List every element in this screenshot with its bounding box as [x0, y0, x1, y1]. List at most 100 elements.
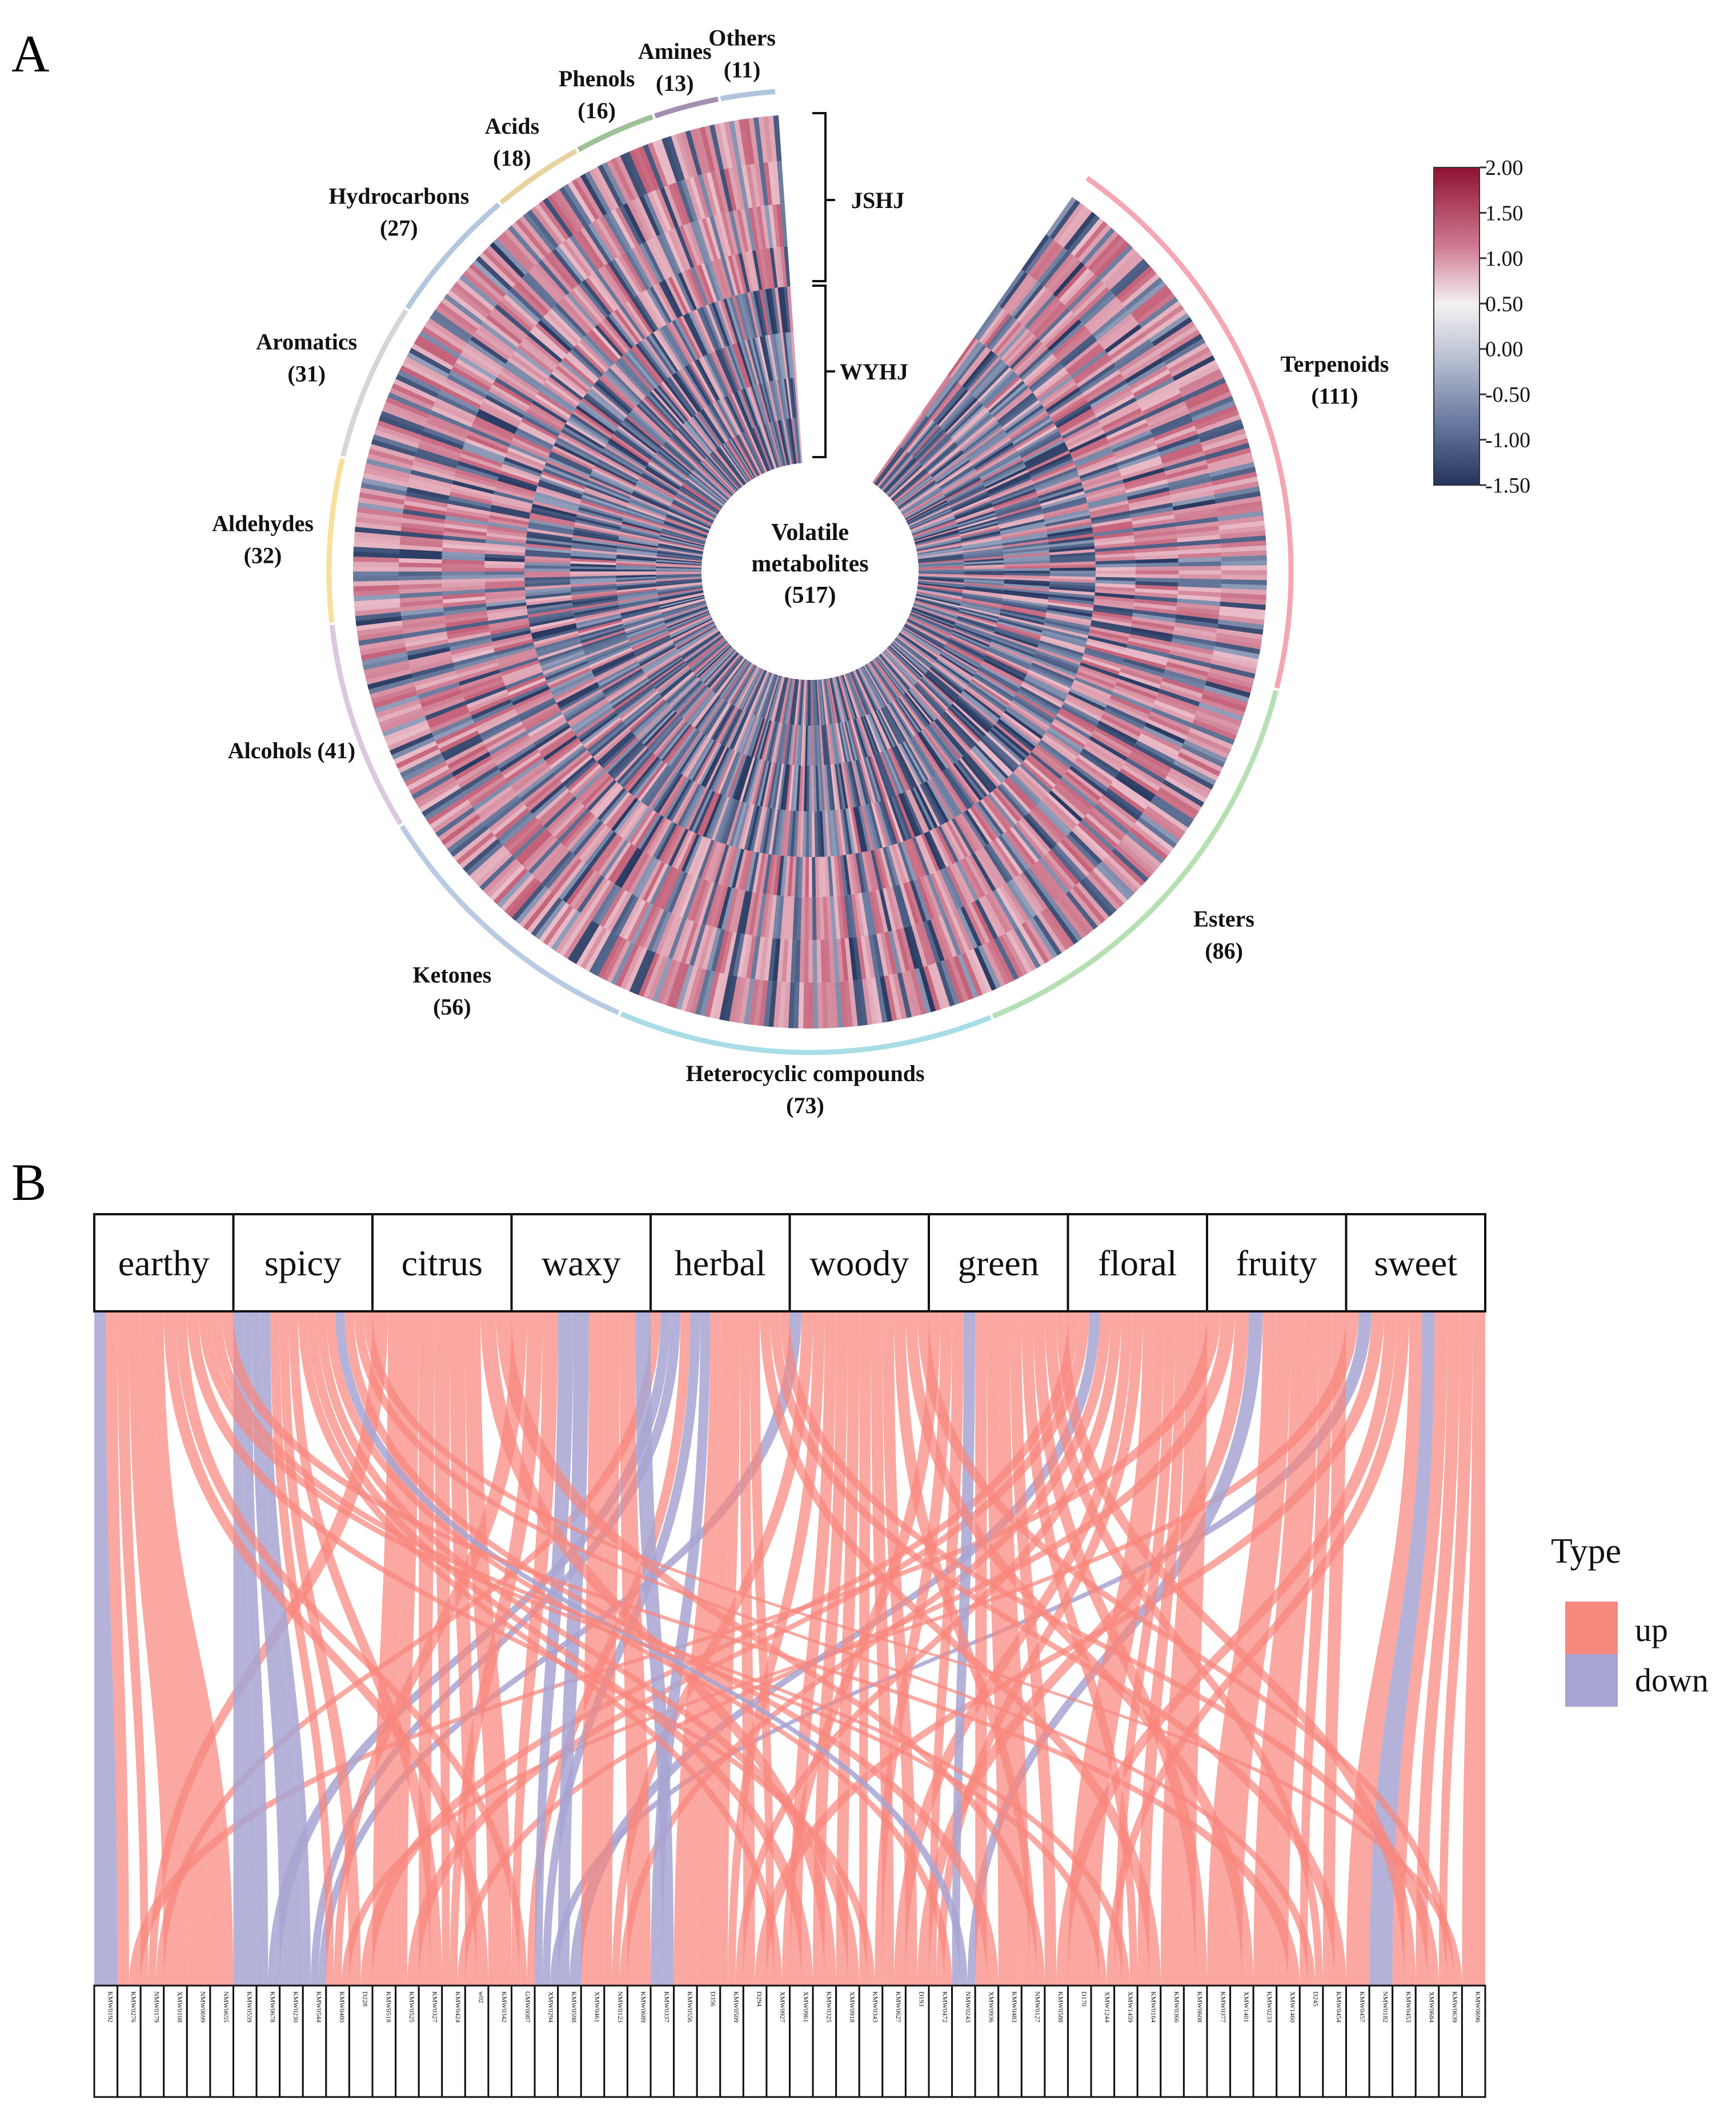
heatmap-cell	[1011, 699, 1052, 727]
heatmap-cell	[1120, 668, 1162, 686]
heatmap-cell	[993, 494, 1038, 511]
heatmap-cell	[848, 937, 858, 981]
heatmap-cell	[887, 749, 908, 792]
heatmap-cell	[963, 754, 995, 792]
heatmap-cell	[1123, 834, 1162, 868]
heatmap-cell	[863, 666, 887, 707]
heatmap-cell	[876, 801, 892, 846]
heatmap-cell	[851, 894, 861, 937]
heatmap-cell	[914, 529, 959, 543]
heatmap-cell	[1048, 599, 1094, 609]
heatmap-cell	[1089, 736, 1128, 762]
heatmap-cell	[940, 771, 968, 812]
heatmap-cell	[1050, 570, 1096, 574]
heatmap-cell	[989, 841, 1017, 879]
heatmap-cell	[1084, 297, 1120, 329]
heatmap-cell	[1023, 439, 1065, 463]
heatmap-cell	[1024, 237, 1054, 275]
heatmap-cell	[1035, 305, 1068, 339]
heatmap-cell	[955, 699, 991, 731]
heatmap-cell	[1025, 674, 1068, 697]
heatmap-cell	[919, 569, 965, 571]
heatmap-cell	[1047, 602, 1093, 611]
heatmap-cell	[950, 634, 988, 653]
heatmap-cell	[1090, 623, 1130, 634]
heatmap-cell	[1029, 299, 1063, 334]
heatmap-cell	[1034, 470, 1079, 489]
heatmap-cell	[1102, 858, 1138, 894]
heatmap-cell	[939, 715, 971, 751]
heatmap-cell	[890, 467, 925, 499]
heatmap-cell	[988, 647, 1031, 668]
heatmap-cell	[907, 618, 949, 639]
heatmap-cell	[880, 454, 912, 490]
heatmap-cell	[925, 378, 955, 417]
heatmap-cell	[843, 762, 853, 808]
heatmap-cell	[1193, 405, 1238, 426]
heatmap-cell	[990, 641, 1034, 661]
heatmap-cell	[800, 725, 805, 766]
heatmap-cell	[938, 391, 971, 427]
heatmap-cell	[802, 679, 806, 726]
heatmap-cell	[1041, 737, 1076, 763]
heatmap-cell	[913, 685, 942, 716]
heatmap-cell	[1006, 777, 1037, 809]
heatmap-cell	[1004, 583, 1050, 590]
heatmap-cell	[995, 787, 1024, 821]
heatmap-cell	[1214, 486, 1260, 500]
heatmap-cell	[1046, 197, 1077, 238]
heatmap-cell	[1041, 855, 1073, 891]
heatmap-cell	[917, 551, 963, 558]
heatmap-cell	[847, 673, 865, 717]
compound-label: KMW0678	[268, 1991, 276, 2023]
heatmap-cell	[987, 472, 1030, 493]
heatmap-cell	[1170, 486, 1213, 499]
heatmap-cell	[911, 514, 954, 532]
heatmap-cell	[873, 446, 901, 484]
heatmap-cell	[977, 945, 1001, 989]
heatmap-cell	[951, 631, 989, 649]
heatmap-cell	[1175, 517, 1218, 527]
compound-label: KMW0608	[1196, 1991, 1204, 2023]
heatmap-cell	[852, 980, 863, 1026]
heatmap-cell	[916, 590, 962, 600]
heatmap-cell	[999, 395, 1037, 426]
heatmap-cell	[1040, 910, 1071, 951]
heatmap-cell	[1082, 876, 1117, 914]
heatmap-cell	[855, 806, 868, 852]
heatmap-cell	[909, 880, 927, 923]
legend-swatch-down	[1565, 1654, 1618, 1707]
heatmap-cell	[939, 393, 972, 429]
heatmap-cell	[845, 808, 856, 854]
heatmap-cell	[1045, 518, 1092, 530]
heatmap-cell	[1199, 423, 1245, 443]
heatmap-cell	[944, 646, 980, 669]
heatmap-cell	[1176, 606, 1220, 615]
heatmap-cell	[1214, 491, 1261, 504]
heatmap-cell	[1092, 614, 1132, 624]
compound-label: KMW0639	[1451, 1991, 1459, 2023]
heatmap-cell	[1057, 408, 1094, 431]
heatmap-cell	[985, 795, 1013, 829]
compound-label: KMW0276	[130, 1991, 138, 2023]
heatmap-cell	[936, 961, 955, 1007]
heatmap-cell	[863, 715, 880, 754]
heatmap-cell	[855, 853, 865, 893]
heatmap-cell	[1044, 512, 1090, 525]
heatmap-cell	[923, 875, 942, 917]
heatmap-cell	[817, 679, 823, 726]
heatmap-cell	[944, 958, 964, 1004]
heatmap-cell	[1172, 355, 1216, 382]
heatmap-cell	[971, 678, 1011, 706]
heatmap-cell	[791, 857, 797, 897]
heatmap-cell	[1088, 810, 1124, 842]
heatmap-cell	[897, 634, 936, 662]
heatmap-cell	[1046, 610, 1092, 621]
heatmap-cell	[1020, 351, 1053, 381]
heatmap-cell	[1080, 466, 1120, 482]
heatmap-cell	[907, 501, 949, 523]
heatmap-cell	[907, 926, 924, 969]
heatmap-cell	[1047, 605, 1093, 614]
heatmap-cell	[987, 649, 1031, 670]
group-label-terpenoids: Terpenoids	[1281, 351, 1389, 377]
